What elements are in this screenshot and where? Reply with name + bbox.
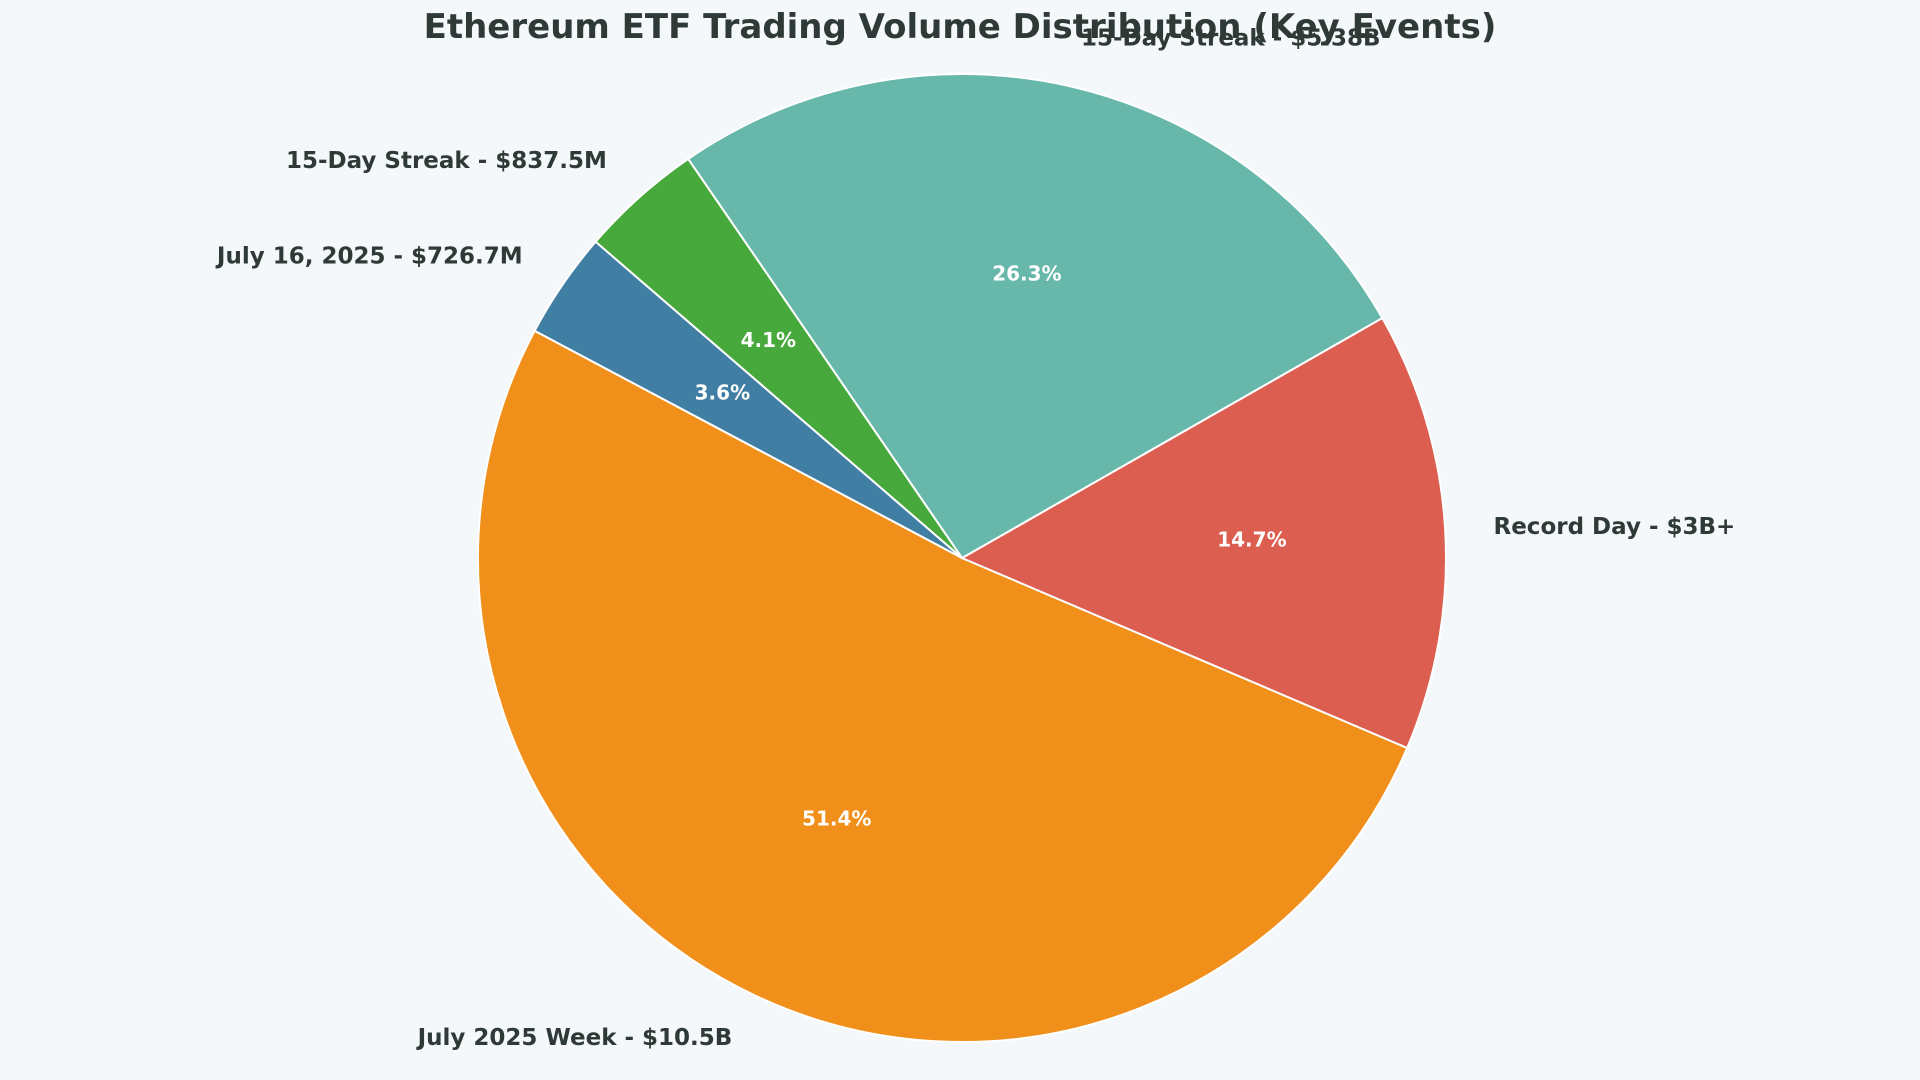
slice-labels-layer: July 2025 Week - $10.5B Record Day - $3B+… [215, 26, 1735, 1051]
slice-label: July 16, 2025 - $726.7M [215, 244, 523, 270]
pie-slice [533, 240, 963, 559]
slice-percent-label: 51.4% [802, 806, 871, 830]
slice-percent-label: 14.7% [1217, 528, 1286, 552]
percent-labels-layer: 51.4% 14.7% 26.3% 4.1% 3.6% [695, 261, 1287, 830]
slice-percent-label: 4.1% [741, 328, 796, 352]
slice-label: Record Day - $3B+ [1494, 514, 1736, 540]
slices-layer [476, 73, 1447, 1044]
slice-percent-label: 26.3% [992, 261, 1061, 285]
pie-slice [476, 329, 1409, 1044]
slice-label: 15-Day Streak - $5.38B [1081, 26, 1381, 52]
pie-slice [959, 316, 1447, 750]
chart-title: Ethereum ETF Trading Volume Distribution… [424, 7, 1497, 47]
pie-slice [686, 73, 1384, 560]
slice-label: 15-Day Streak - $837.5M [286, 148, 607, 174]
slice-percent-label: 3.6% [695, 380, 750, 404]
slice-label: July 2025 Week - $10.5B [416, 1025, 733, 1051]
